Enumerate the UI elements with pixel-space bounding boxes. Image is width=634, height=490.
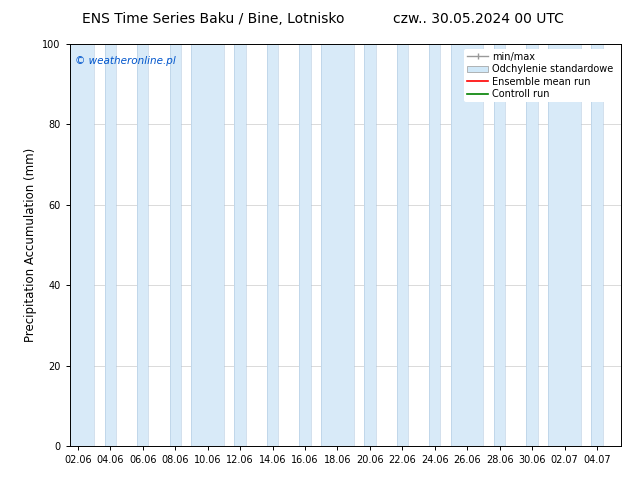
Text: © weatheronline.pl: © weatheronline.pl (75, 56, 176, 66)
Text: czw.. 30.05.2024 00 UTC: czw.. 30.05.2024 00 UTC (393, 12, 564, 26)
Y-axis label: Precipitation Accumulation (mm): Precipitation Accumulation (mm) (24, 148, 37, 342)
Text: ENS Time Series Baku / Bine, Lotnisko: ENS Time Series Baku / Bine, Lotnisko (82, 12, 345, 26)
Legend: min/max, Odchylenie standardowe, Ensemble mean run, Controll run: min/max, Odchylenie standardowe, Ensembl… (464, 49, 616, 102)
